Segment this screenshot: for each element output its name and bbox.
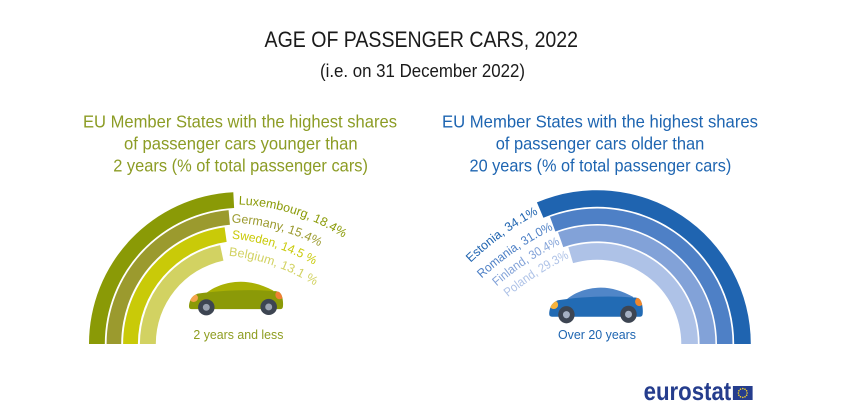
svg-text:(i.e. on 31 December 2022): (i.e. on 31 December 2022) xyxy=(320,60,525,81)
svg-text:AGE OF PASSENGER CARS, 2022: AGE OF PASSENGER CARS, 2022 xyxy=(265,27,579,52)
svg-text:20 years (% of total passenger: 20 years (% of total passenger cars) xyxy=(470,155,732,175)
svg-text:Over 20 years: Over 20 years xyxy=(558,327,636,342)
svg-text:eurostat: eurostat xyxy=(644,376,732,406)
svg-text:2 years and less: 2 years and less xyxy=(193,327,283,342)
svg-text:2 years (% of total passenger: 2 years (% of total passenger cars) xyxy=(113,155,368,175)
svg-text:EU Member States with the high: EU Member States with the highest shares xyxy=(83,111,397,131)
svg-text:EU Member States with the high: EU Member States with the highest shares xyxy=(442,111,758,131)
svg-text:of passenger cars older than: of passenger cars older than xyxy=(496,133,705,153)
svg-text:of passenger cars younger than: of passenger cars younger than xyxy=(124,133,358,153)
